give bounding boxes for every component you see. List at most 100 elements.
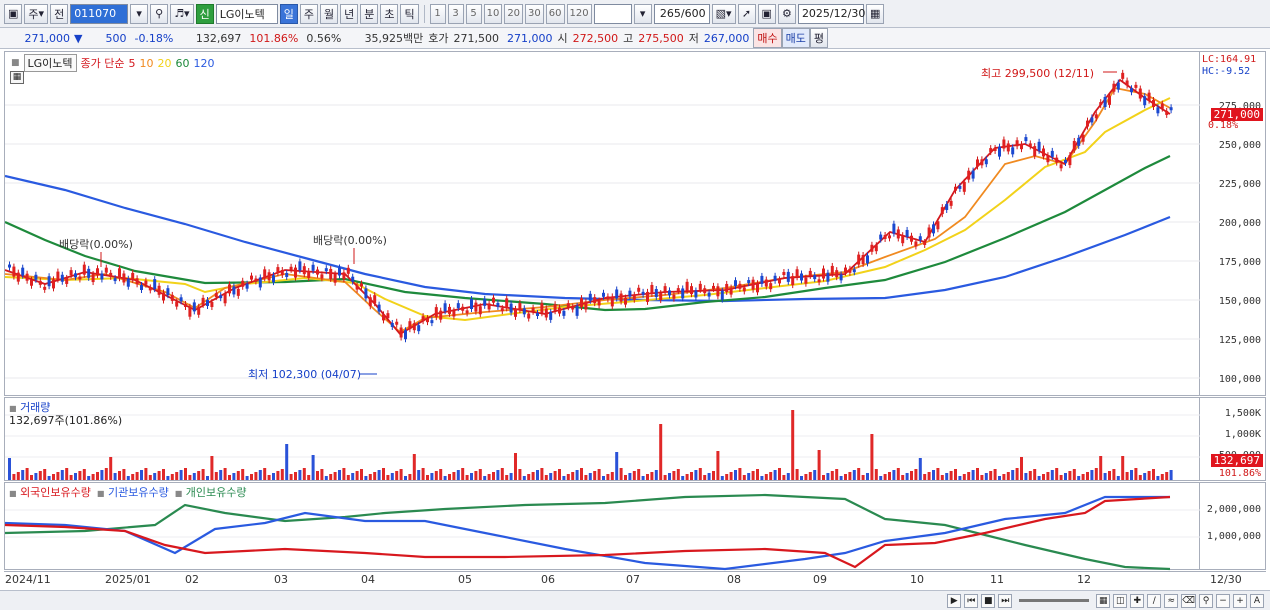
trendline-icon[interactable]: ∕ xyxy=(1147,593,1162,608)
drawing-tool-icon[interactable]: ➚ xyxy=(737,3,756,24)
x-label-04: 04 xyxy=(361,573,375,586)
volume-bar xyxy=(835,469,839,480)
candle-body xyxy=(1064,160,1067,163)
period-minute-button[interactable]: 분 xyxy=(360,3,379,24)
volume-bar xyxy=(989,471,993,480)
volume-bar xyxy=(751,471,755,480)
candle-body xyxy=(38,280,42,285)
zoom-icon[interactable]: ⚲ xyxy=(1199,593,1213,608)
eraser-icon[interactable]: ⌫ xyxy=(1181,593,1196,608)
save-icon[interactable]: ▣ xyxy=(757,3,776,24)
candle-body xyxy=(690,286,693,295)
auto-scale-icon[interactable]: A xyxy=(1250,593,1264,608)
stop-icon[interactable]: ■ xyxy=(981,593,996,608)
volume-bar xyxy=(536,470,539,480)
candle-body xyxy=(104,267,108,273)
volume-bar xyxy=(487,474,491,480)
volume-bar xyxy=(188,475,192,480)
interval-10-button[interactable]: 10 xyxy=(483,3,503,24)
volume-bar xyxy=(874,469,878,480)
holding-chart-panel[interactable]: ■ 외국인보유수량 ■ 기관보유수량 ■ 개인보유수량 xyxy=(4,482,1201,571)
volume-bar xyxy=(936,468,940,480)
x-label-08: 08 xyxy=(727,573,741,586)
period-year-button[interactable]: 년 xyxy=(340,3,359,24)
volume-bar xyxy=(1165,472,1169,480)
interval-custom-input[interactable] xyxy=(593,3,632,24)
fast-forward-icon[interactable]: ⏭ xyxy=(998,593,1013,608)
grid-toggle-icon[interactable]: ▦ xyxy=(10,71,24,84)
candle-body xyxy=(126,278,130,287)
candle-body xyxy=(980,159,984,166)
interval-20-button[interactable]: 20 xyxy=(504,3,524,24)
sell-button[interactable]: 매도 xyxy=(781,28,810,48)
candle-body xyxy=(571,306,575,310)
candle-body xyxy=(285,273,289,278)
volume-bar xyxy=(624,475,627,480)
volume-chart-panel[interactable]: ■ 거래량 132,697주(101.86%) xyxy=(4,397,1201,481)
period-day-button[interactable]: 일 xyxy=(279,3,298,24)
interval-30-button[interactable]: 30 xyxy=(525,3,544,24)
volume-bar xyxy=(949,471,953,480)
search-icon[interactable]: ⚲ xyxy=(150,3,169,24)
prev-button[interactable]: 전 xyxy=(50,3,69,24)
price-chart-panel[interactable]: ■ LG이노텍 종가 단순 5 10 20 60 120 ▦ 최고 299,50… xyxy=(4,51,1201,396)
period-tick-button[interactable]: 틱 xyxy=(400,3,419,24)
interval-dropdown-icon[interactable]: ▾ xyxy=(633,3,652,24)
candle-body xyxy=(742,287,746,292)
stock-code-input[interactable]: 011070 xyxy=(70,3,129,24)
data-count-input[interactable]: 265/600 xyxy=(653,3,710,24)
volume-bar xyxy=(311,455,315,480)
candle-body xyxy=(540,303,544,314)
candle-body xyxy=(1050,150,1054,157)
stock-name-field[interactable]: LG이노텍 xyxy=(215,3,278,24)
view-select[interactable]: 주 ▾ xyxy=(24,3,49,24)
layout-icon[interactable]: ▦ xyxy=(1096,593,1111,608)
volume-bar xyxy=(742,475,746,480)
volume-bar xyxy=(478,469,482,480)
quote-bar: 271,000 ▼ 500 -0.18% 132,697 101.86% 0.5… xyxy=(0,28,1270,49)
ruler-icon[interactable]: ≈ xyxy=(1164,593,1179,608)
compare-icon[interactable]: ◫ xyxy=(1113,593,1128,608)
holding-chart-canvas xyxy=(5,493,1201,571)
candle-body xyxy=(566,303,570,308)
interval-5-button[interactable]: 5 xyxy=(465,3,482,24)
x-label-11: 11 xyxy=(990,573,1004,586)
date-input[interactable]: 2025/12/30 xyxy=(797,3,865,24)
volume-bar xyxy=(34,473,38,480)
volume-y-axis: 1,500K 1,000K 500,000 132,697 101.86% xyxy=(1200,397,1266,481)
period-second-button[interactable]: 초 xyxy=(380,3,399,24)
zoom-in-icon[interactable]: + xyxy=(1233,593,1247,608)
calendar-icon[interactable]: ▦ xyxy=(865,3,885,24)
scroll-right-icon[interactable]: ▶ xyxy=(947,593,962,608)
zoom-out-icon[interactable]: − xyxy=(1216,593,1230,608)
candle-body xyxy=(78,276,82,280)
buy-button[interactable]: 매수 xyxy=(753,28,782,48)
volume-bar xyxy=(1064,473,1067,480)
candle-body xyxy=(135,278,139,285)
crosshair-icon[interactable]: ✚ xyxy=(1130,593,1145,608)
candle-type-icon[interactable]: ▧▾ xyxy=(711,3,736,24)
volume-bar xyxy=(74,473,77,480)
eval-button[interactable]: 평 xyxy=(809,28,829,48)
period-month-button[interactable]: 월 xyxy=(319,3,339,24)
code-dropdown-icon[interactable]: ▾ xyxy=(130,3,149,24)
interval-3-button[interactable]: 3 xyxy=(447,3,464,24)
zoom-slider[interactable] xyxy=(1019,599,1090,602)
volume-bar xyxy=(562,476,566,480)
interval-60-button[interactable]: 60 xyxy=(545,3,565,24)
candle-body xyxy=(60,274,64,282)
rewind-icon[interactable]: ⏮ xyxy=(964,593,979,608)
volume-bar xyxy=(738,468,742,480)
x-label-03: 03 xyxy=(274,573,288,586)
candle-body xyxy=(905,229,909,237)
legend-stock-name[interactable]: LG이노텍 xyxy=(23,54,77,72)
interval-1-button[interactable]: 1 xyxy=(429,3,446,24)
period-week-button[interactable]: 주 xyxy=(299,3,318,24)
chart-window-icon[interactable]: ▣ xyxy=(4,3,23,24)
gear-icon[interactable]: ⚙ xyxy=(777,3,796,24)
candle-body xyxy=(738,283,742,289)
speaker-icon[interactable]: ♬▾ xyxy=(170,3,194,24)
interval-120-button[interactable]: 120 xyxy=(566,3,592,24)
volume-bar xyxy=(280,469,284,480)
hoga-label: 호가 xyxy=(428,32,449,45)
